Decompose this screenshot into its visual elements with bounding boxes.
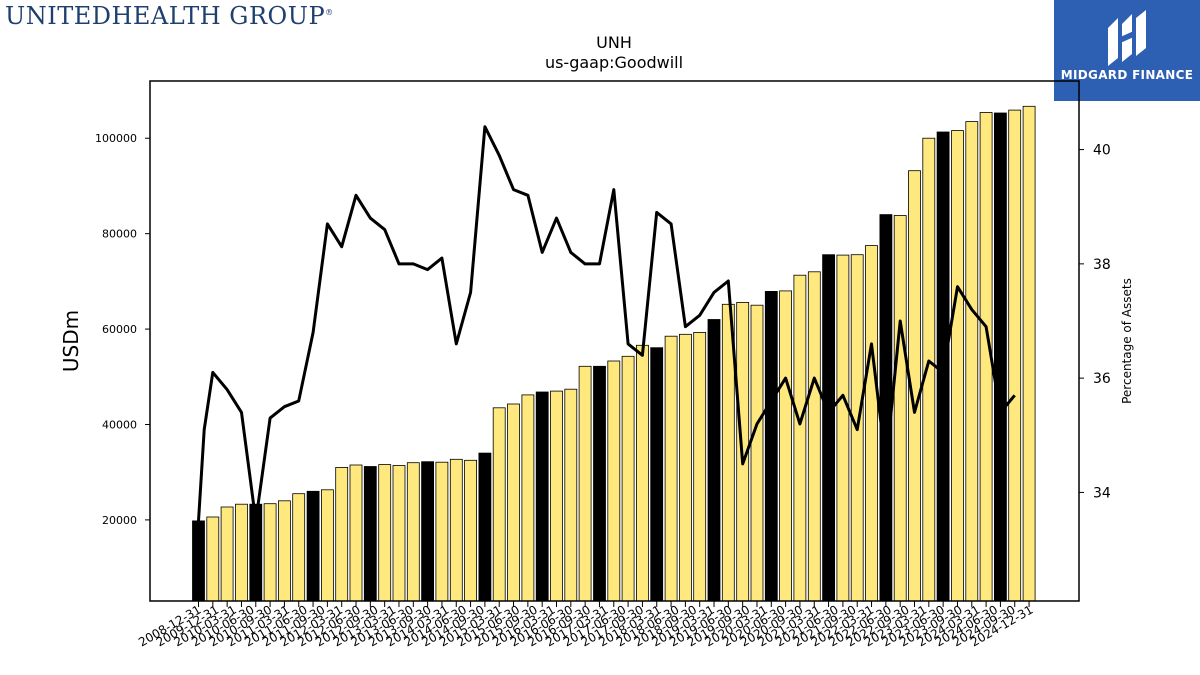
bar xyxy=(865,245,878,602)
midgard-finance-label: MIDGARD FINANCE xyxy=(1060,68,1194,82)
bar xyxy=(750,304,764,602)
bar xyxy=(836,254,850,602)
bar xyxy=(206,516,220,602)
unitedhealth-logo: UNITEDHEALTH GROUP® xyxy=(5,2,334,30)
bar xyxy=(664,335,678,602)
y-axis-left: 20000 40000 60000 80000 100000 xyxy=(95,132,150,527)
bar xyxy=(492,407,506,602)
y2-axis-label: Percentage of Assets xyxy=(1120,278,1134,404)
bar xyxy=(478,452,492,602)
bar xyxy=(1022,105,1036,602)
bar xyxy=(306,490,320,602)
bar xyxy=(965,121,979,602)
bar xyxy=(779,290,792,602)
bar xyxy=(764,290,778,602)
y-tick-label: 40000 xyxy=(102,418,137,431)
bar xyxy=(320,489,334,602)
y-axis-label: USDm xyxy=(59,310,83,372)
bar xyxy=(277,500,291,602)
bar xyxy=(593,365,606,602)
bar xyxy=(392,465,406,602)
bar xyxy=(621,355,635,602)
bar xyxy=(994,112,1007,602)
bar xyxy=(335,466,349,602)
bar xyxy=(464,459,478,602)
y-tick-label: 60000 xyxy=(102,323,137,336)
bar xyxy=(378,464,392,602)
bar xyxy=(636,344,649,602)
chart-subtitle: us-gaap:Goodwill xyxy=(545,53,683,72)
bar xyxy=(650,347,664,602)
bar xyxy=(349,464,363,602)
bar xyxy=(693,331,707,602)
bar xyxy=(406,462,420,602)
bar xyxy=(564,388,578,602)
plot-frame xyxy=(149,80,1080,602)
bar xyxy=(922,137,936,602)
bar xyxy=(1008,109,1022,602)
bar xyxy=(807,271,821,602)
bar xyxy=(951,130,964,602)
chart-title: UNH xyxy=(596,33,632,52)
bar xyxy=(363,466,377,602)
y-tick-label: 100000 xyxy=(95,132,137,145)
x-axis: 2008-12-312009-12-312010-03-312010-06-30… xyxy=(136,601,1036,649)
bar xyxy=(521,394,535,602)
midgard-mark-icon xyxy=(1108,10,1146,66)
bar xyxy=(679,333,692,602)
bar xyxy=(449,458,463,602)
bar xyxy=(822,254,835,602)
bar xyxy=(220,506,234,602)
bar xyxy=(607,360,621,602)
y2-tick-label: 38 xyxy=(1093,257,1111,273)
bar xyxy=(292,493,306,602)
y-axis-right: 34 36 38 40 xyxy=(1079,143,1111,501)
bar xyxy=(578,365,592,602)
bar xyxy=(235,503,248,602)
bar xyxy=(707,319,721,602)
y2-tick-label: 40 xyxy=(1093,143,1111,159)
bar xyxy=(435,461,449,602)
bar xyxy=(550,390,563,602)
percentage-line xyxy=(197,125,1016,523)
y-tick-label: 20000 xyxy=(102,514,137,527)
bar xyxy=(192,520,205,602)
y2-tick-label: 36 xyxy=(1093,371,1111,387)
line-layer xyxy=(197,125,1016,523)
registered-mark: ® xyxy=(325,8,334,17)
bar xyxy=(893,215,907,602)
bars-layer xyxy=(192,105,1036,602)
unitedhealth-logo-text: UNITEDHEALTH GROUP xyxy=(5,2,326,30)
bar xyxy=(535,391,549,602)
bar xyxy=(263,503,277,602)
bar xyxy=(421,461,435,602)
bar xyxy=(793,274,807,602)
bar xyxy=(507,403,520,602)
y2-tick-label: 34 xyxy=(1093,485,1111,501)
y-tick-label: 80000 xyxy=(102,228,137,241)
